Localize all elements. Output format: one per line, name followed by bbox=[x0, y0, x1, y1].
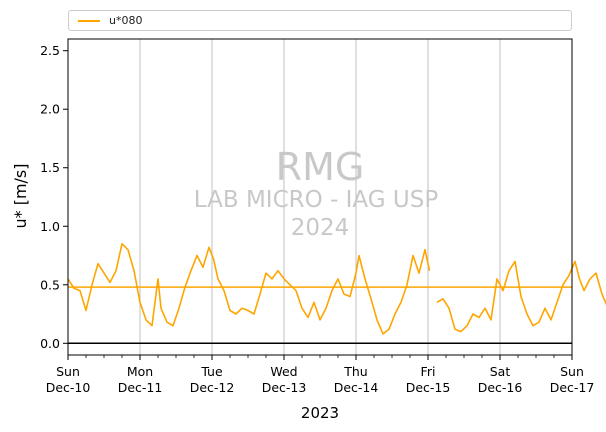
reference-lines bbox=[68, 286, 572, 345]
watermark: RMG LAB MICRO - IAG USP 2024 bbox=[194, 145, 439, 241]
y-axis-ticks: 0.0 0.5 1.0 1.5 2.0 2.5 bbox=[40, 43, 68, 351]
series-line bbox=[67, 243, 606, 335]
watermark-title: RMG bbox=[276, 145, 365, 189]
legend: u*080 bbox=[68, 10, 572, 31]
legend-label: u*080 bbox=[109, 14, 143, 27]
x-tick-label-day: Sun bbox=[560, 364, 584, 379]
watermark-subtitle: LAB MICRO - IAG USP bbox=[194, 187, 439, 213]
x-tick-label-day: Mon bbox=[127, 364, 153, 379]
legend-swatch bbox=[78, 20, 100, 22]
x-tick-label-date: Dec-15 bbox=[406, 380, 451, 395]
x-tick-label-date: Dec-17 bbox=[550, 380, 595, 395]
y-tick-label: 2.5 bbox=[40, 43, 60, 58]
y-tick-label: 1.0 bbox=[40, 219, 60, 234]
x-tick-label-date: Dec-16 bbox=[478, 380, 523, 395]
x-axis-ticks: SunDec-10MonDec-11TueDec-12WedDec-13ThuD… bbox=[46, 355, 595, 395]
x-tick-label-day: Tue bbox=[200, 364, 223, 379]
x-tick-label-date: Dec-12 bbox=[190, 380, 235, 395]
x-tick-label-date: Dec-14 bbox=[334, 380, 379, 395]
x-tick-label-day: Sat bbox=[490, 364, 511, 379]
y-tick-label: 0.5 bbox=[40, 277, 60, 292]
y-tick-label: 0.0 bbox=[40, 336, 60, 351]
x-tick-label-date: Dec-11 bbox=[118, 380, 163, 395]
y-axis-label: u* [m/s] bbox=[11, 163, 30, 228]
x-tick-label-day: Thu bbox=[343, 364, 367, 379]
x-axis-label: 2023 bbox=[301, 404, 339, 422]
series-lines bbox=[67, 243, 606, 335]
y-tick-label: 1.5 bbox=[40, 160, 60, 175]
x-tick-label-date: Dec-13 bbox=[262, 380, 307, 395]
x-tick-label-day: Wed bbox=[270, 364, 297, 379]
x-tick-label-day: Sun bbox=[56, 364, 80, 379]
x-tick-label-day: Fri bbox=[421, 364, 436, 379]
grid-lines bbox=[139, 39, 501, 355]
y-tick-label: 2.0 bbox=[40, 102, 60, 117]
x-tick-label-date: Dec-10 bbox=[46, 380, 91, 395]
watermark-year: 2024 bbox=[291, 215, 350, 241]
